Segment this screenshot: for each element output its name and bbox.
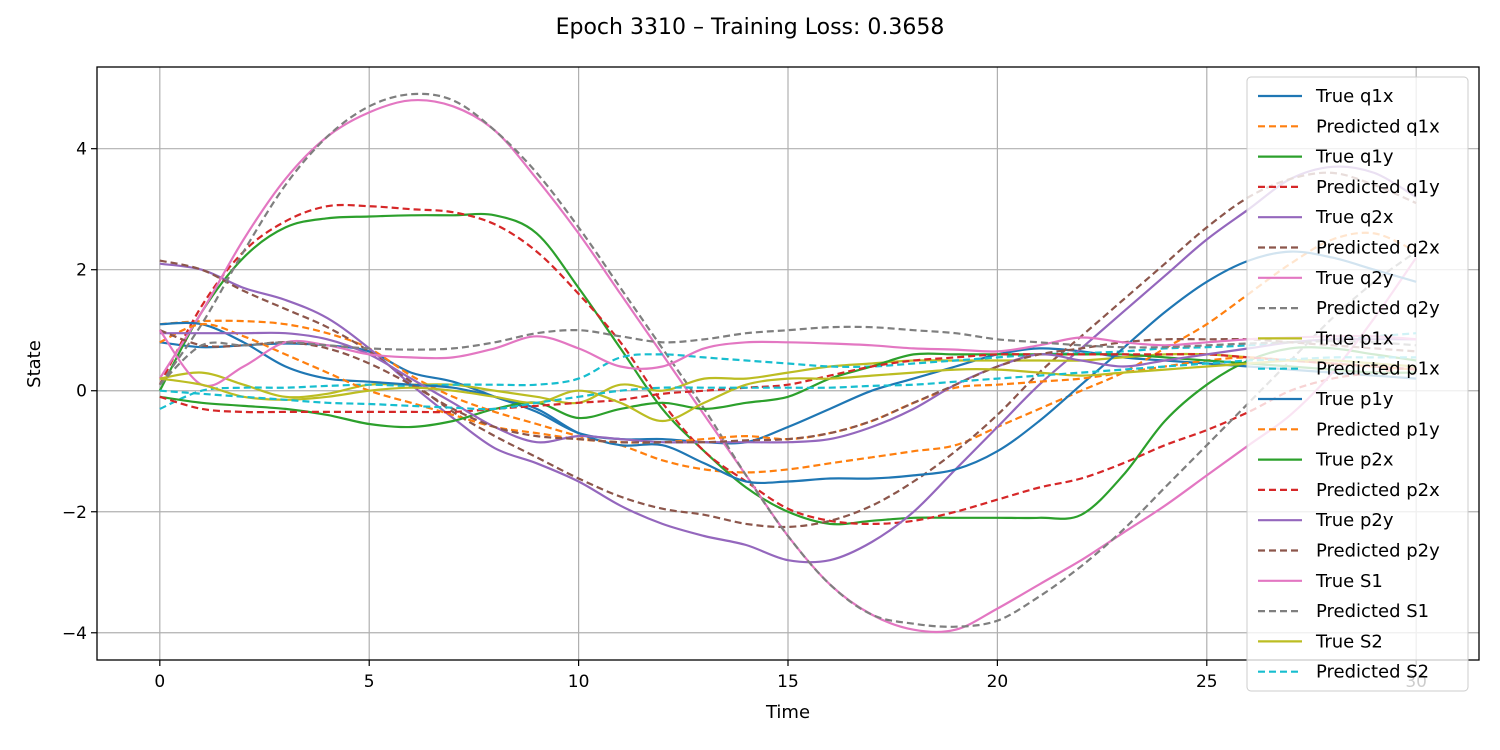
series-line-true-q2y: [158, 98, 1418, 634]
legend-label-true-q1x: True q1x: [1315, 86, 1394, 107]
x-tick-label: 5: [364, 672, 375, 692]
series-line-true-p2x: [159, 352, 1417, 429]
legend-label-predicted-p1x: Predicted p1x: [1316, 359, 1440, 380]
series-line-predicted-p2x: [159, 353, 1417, 414]
legend-label-predicted-q2x: Predicted q2x: [1316, 238, 1440, 259]
legend-box: [1246, 76, 1469, 692]
y-tick-label: 4: [76, 140, 87, 160]
y-tick-label: −2: [62, 503, 87, 523]
legend-label-true-s2: True S2: [1315, 631, 1383, 652]
series-layer: [158, 92, 1418, 634]
legend-label-true-p1y: True p1y: [1315, 389, 1394, 410]
legend-label-predicted-q1x: Predicted q1x: [1316, 116, 1440, 137]
y-tick-label: 2: [76, 261, 87, 281]
series-line-predicted-q2x: [159, 171, 1417, 529]
legend-label-predicted-s2: Predicted S2: [1316, 662, 1429, 683]
legend-label-true-p2y: True p2y: [1315, 510, 1394, 531]
legend-label-true-p1x: True p1x: [1315, 328, 1394, 349]
legend-label-predicted-p2y: Predicted p2y: [1316, 541, 1440, 562]
series-line-predicted-p2y: [159, 329, 1417, 444]
legend-label-true-q1y: True q1y: [1315, 147, 1394, 168]
series-line-predicted-q2y: [158, 92, 1417, 628]
series-line-predicted-q1y: [158, 203, 1417, 525]
legend-label-true-q2y: True q2y: [1315, 268, 1394, 289]
legend-label-true-s1: True S1: [1315, 571, 1383, 592]
y-tick-label: 0: [76, 382, 87, 402]
legend-label-true-q2x: True q2x: [1315, 207, 1394, 228]
legend-label-predicted-p1y: Predicted p1y: [1316, 419, 1440, 440]
legend-label-predicted-q2y: Predicted q2y: [1316, 298, 1440, 319]
chart-title: Epoch 3310 – Training Loss: 0.3658: [556, 15, 945, 40]
x-tick-label: 15: [777, 672, 799, 692]
series-line-predicted-s1: [159, 325, 1417, 386]
series-line-predicted-s2: [159, 356, 1417, 411]
y-axis-label: State: [24, 340, 45, 388]
series-line-true-q1y: [158, 212, 1417, 526]
series-line-true-s1: [158, 329, 1417, 388]
legend: True q1x Predicted q1x True q1y Predicted q…: [1246, 76, 1469, 692]
legend-label-predicted-s1: Predicted S1: [1316, 601, 1429, 622]
x-tick-label: 0: [154, 672, 165, 692]
legend-label-predicted-q1y: Predicted q1y: [1316, 177, 1440, 198]
series-line-true-s2: [159, 359, 1417, 423]
series-line-true-p1y: [159, 250, 1417, 485]
y-tick-label: −4: [62, 624, 87, 644]
x-tick-label: 25: [1196, 672, 1218, 692]
legend-label-true-p2x: True p2x: [1315, 450, 1394, 471]
x-tick-label: 10: [568, 672, 590, 692]
x-tick-label: 20: [987, 672, 1009, 692]
x-axis-label: Time: [765, 702, 810, 723]
legend-label-predicted-p2x: Predicted p2x: [1316, 480, 1440, 501]
series-line-predicted-p1x: [159, 332, 1417, 410]
